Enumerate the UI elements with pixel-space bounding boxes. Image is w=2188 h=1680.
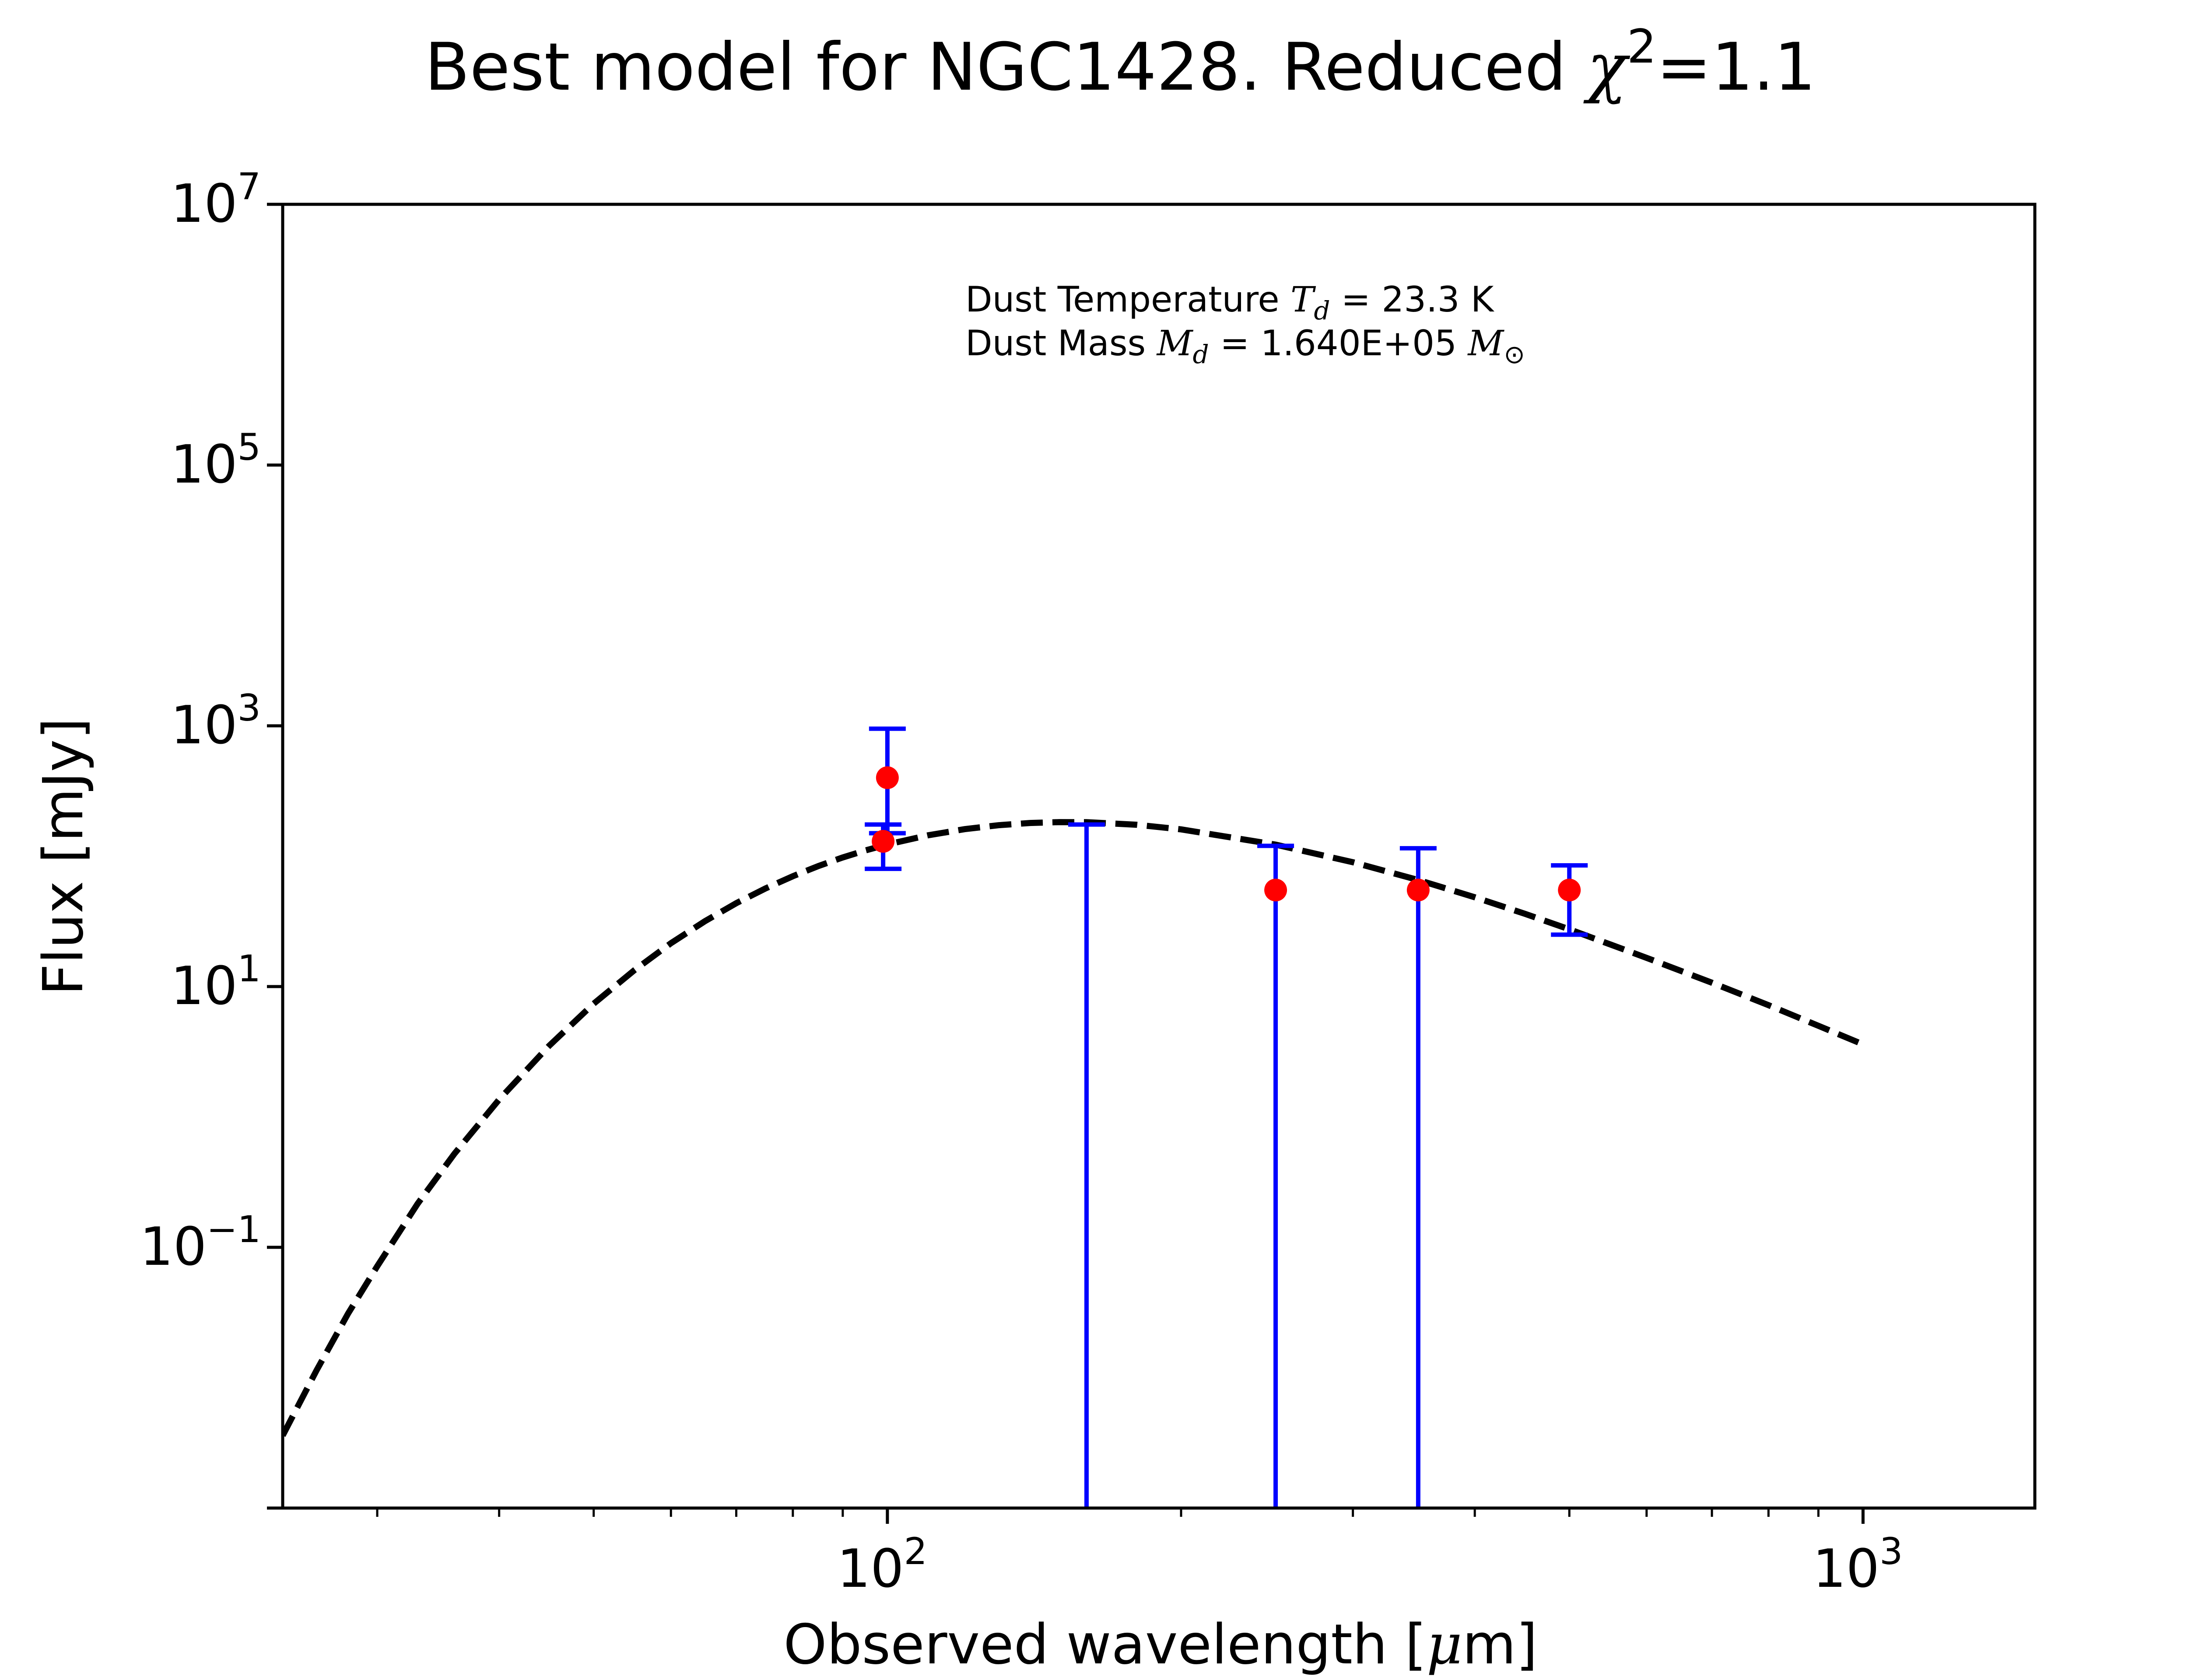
chi-symbol: χ bbox=[1583, 29, 1630, 105]
data-point-0-3 bbox=[1406, 878, 1430, 902]
plot-area: 102 103 10−1 101 103 105 107 bbox=[140, 165, 2037, 1600]
error-bar-0-2 bbox=[1257, 844, 1294, 1508]
error-bar-0-3 bbox=[1399, 846, 1437, 1508]
plot-frame bbox=[281, 203, 2037, 1510]
y-tick-label: 105 bbox=[171, 426, 261, 495]
x-tick-label: 103 bbox=[1813, 1530, 1903, 1600]
chart-title: Best model for NGC1428. Reduced χ2=1.1 bbox=[424, 20, 1816, 105]
data-point-0-1 bbox=[872, 830, 895, 853]
chi-superscript: 2 bbox=[1627, 20, 1656, 74]
data-point-0-0 bbox=[876, 766, 899, 789]
annotation-dust-mass: Dust Mass Md = 1.640E+05 M⊙ bbox=[965, 323, 1525, 369]
y-axis-label: Flux [mJy] bbox=[31, 718, 95, 996]
model-curve bbox=[283, 819, 1865, 1437]
data-point-0-2 bbox=[1264, 878, 1287, 902]
y-tick-label: 10−1 bbox=[140, 1208, 261, 1278]
data-point-0-4 bbox=[1558, 878, 1581, 902]
upper-limit-bar-1-0 bbox=[1068, 822, 1105, 1508]
y-tick-label: 107 bbox=[171, 165, 261, 234]
y-tick-label: 103 bbox=[171, 686, 261, 756]
y-tick-label: 101 bbox=[171, 947, 261, 1017]
x-tick-label: 102 bbox=[837, 1530, 927, 1600]
annotation-dust-temperature: Dust Temperature Td = 23.3 K bbox=[965, 279, 1495, 326]
x-axis-label: Observed wavelength [μm] bbox=[783, 1612, 1537, 1676]
